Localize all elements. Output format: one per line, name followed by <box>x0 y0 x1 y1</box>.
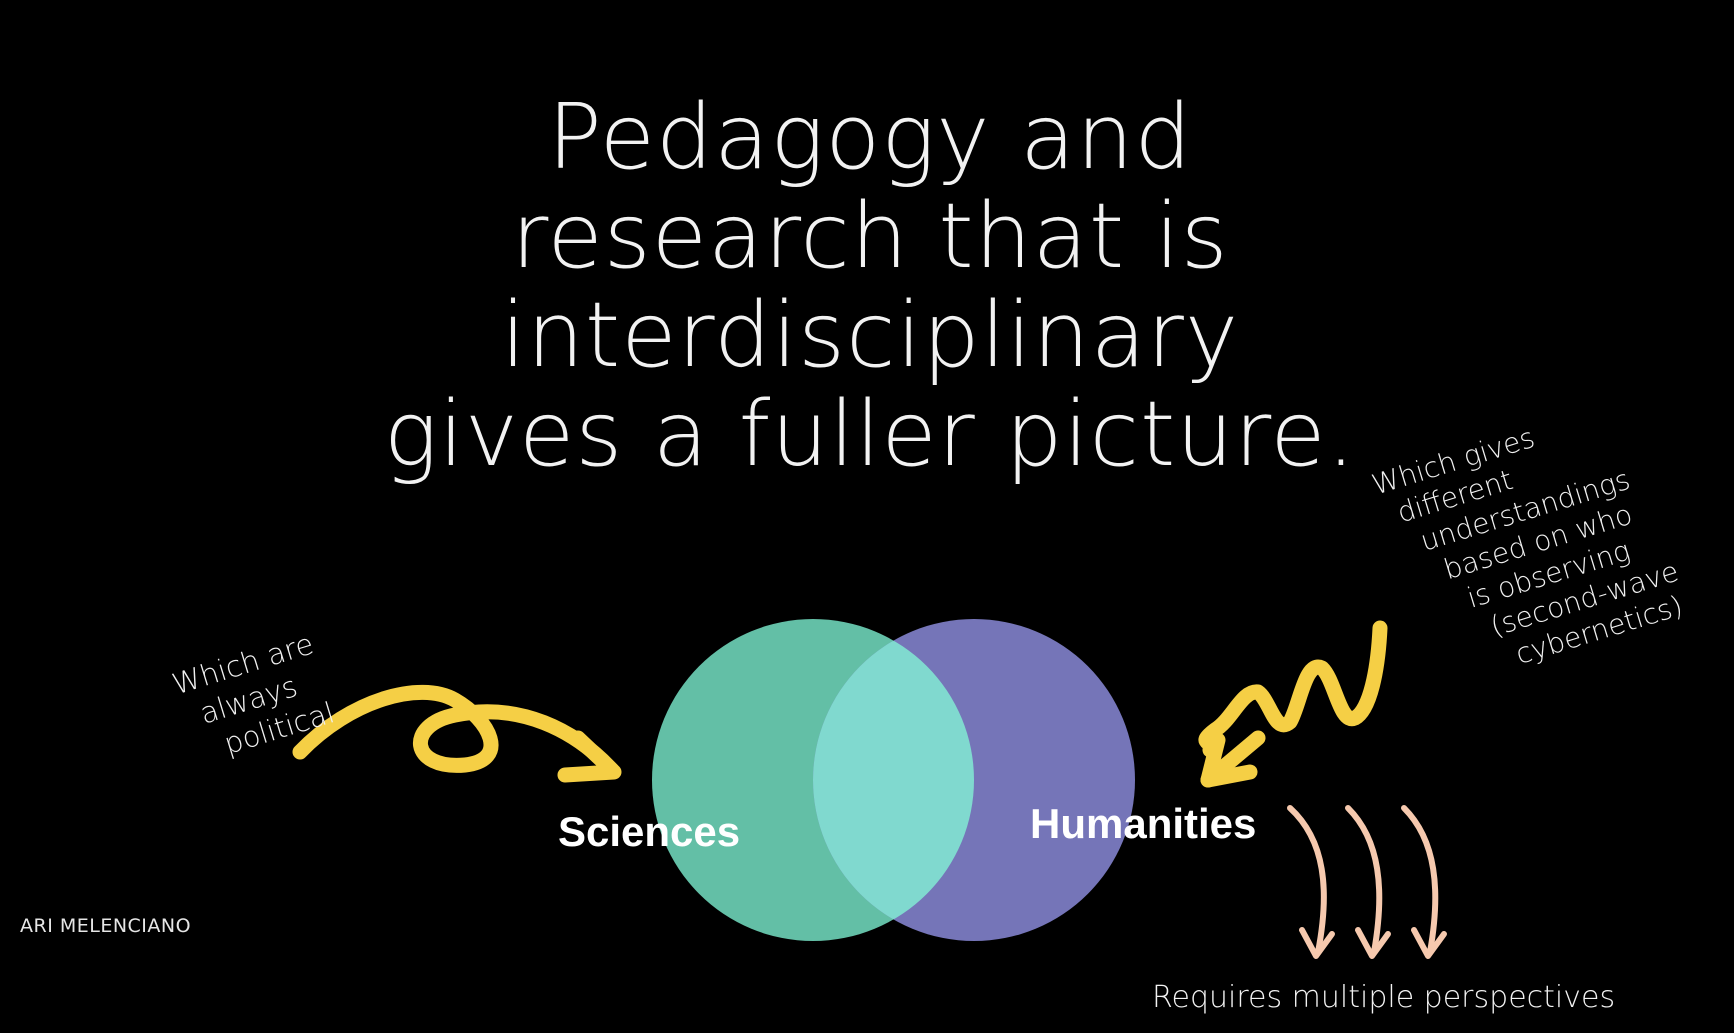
sciences-label: Sciences <box>558 808 741 855</box>
peach-arrow-1 <box>1287 805 1327 955</box>
title-line-4: gives a fuller picture. <box>383 382 1357 487</box>
bottom-caption: Requires multiple perspectives <box>1152 980 1616 1015</box>
title-line-2: research that is <box>511 184 1229 289</box>
peach-arrows <box>1287 805 1447 959</box>
title-line-1: Pedagogy and <box>547 85 1193 190</box>
humanities-label: Humanities <box>1030 800 1257 847</box>
yellow-loop-arrow <box>292 684 622 783</box>
venn-overlap <box>813 619 974 941</box>
author-name: ARI MELENCIANO <box>20 915 192 937</box>
slide-title: Pedagogy and research that is interdisci… <box>330 88 1410 484</box>
peach-arrow-3 <box>1401 805 1439 955</box>
title-line-3: interdisciplinary <box>500 283 1240 388</box>
yellow-zigzag-arrow <box>1198 620 1388 788</box>
peach-arrow-2 <box>1345 805 1383 955</box>
